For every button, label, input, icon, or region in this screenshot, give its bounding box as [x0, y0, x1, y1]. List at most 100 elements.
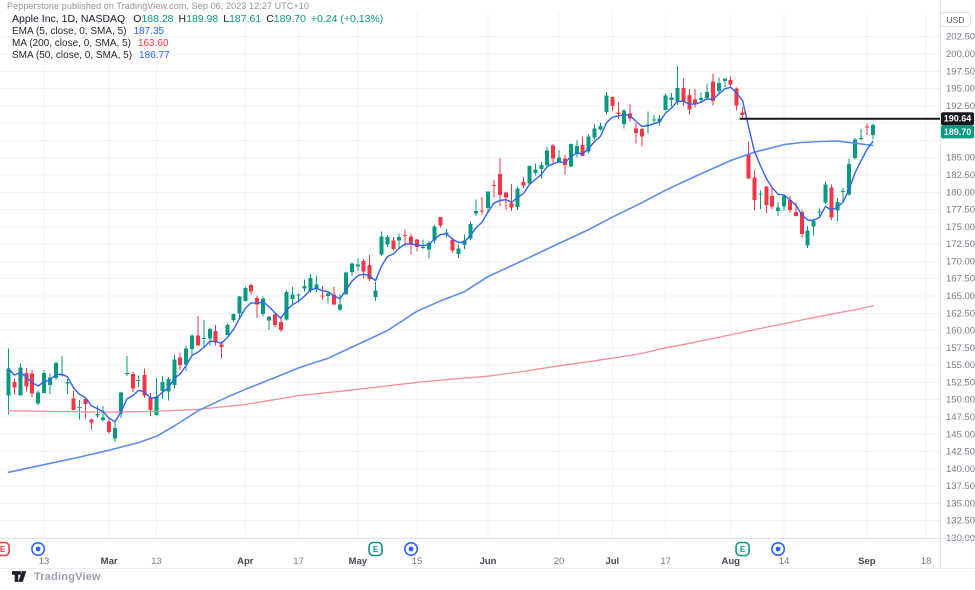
candle [361, 260, 366, 272]
price-axis-label: 180.00 [946, 187, 975, 198]
earnings-icon[interactable]: E [368, 541, 383, 557]
candle [639, 128, 644, 137]
candle [574, 146, 579, 154]
candle [740, 112, 745, 116]
candle [486, 191, 491, 209]
candle [302, 285, 307, 289]
candle [491, 185, 496, 187]
candle [533, 169, 538, 173]
candle [414, 239, 419, 248]
candle [539, 164, 544, 169]
candle [545, 150, 550, 165]
candle [130, 374, 135, 389]
candle [47, 377, 52, 386]
earnings-icon[interactable]: E [735, 541, 750, 557]
candle [172, 359, 177, 385]
legend-indicator-ema5[interactable]: EMA (5, close, 0, SMA, 5) 187.35 [12, 26, 165, 37]
price-axis-label: 152.50 [946, 377, 975, 388]
ema5-line[interactable] [7, 86, 874, 423]
candle [675, 87, 680, 102]
ma200-line[interactable] [7, 305, 874, 413]
time-axis-label: 13 [151, 556, 162, 567]
tradingview-logo[interactable]: TradingView [12, 570, 101, 583]
price-axis-label: 177.50 [946, 205, 975, 216]
legend-indicator-ma200[interactable]: MA (200, close, 0, SMA, 5) 163.60 [12, 38, 169, 49]
ohlc-high: H189.98 [178, 13, 219, 25]
candle [681, 87, 686, 102]
candle [456, 248, 461, 254]
dividend-icon[interactable] [404, 541, 419, 556]
candle [355, 264, 360, 267]
candle [634, 128, 639, 133]
candle [207, 328, 212, 339]
candle [551, 145, 556, 159]
price-axis-label: 135.00 [946, 498, 975, 509]
earnings-letter: E [0, 545, 6, 554]
candle [663, 95, 668, 111]
time-axis-label: Jul [605, 556, 619, 567]
candle [201, 337, 206, 339]
candle [77, 407, 82, 409]
last-price-label-text: 189.70 [944, 127, 972, 137]
candle [89, 419, 94, 423]
price-axis-label: 172.50 [946, 239, 975, 250]
candle [296, 294, 301, 296]
earnings-letter: E [740, 545, 746, 554]
currency-selector[interactable]: USD [940, 12, 971, 27]
dividend-icon[interactable] [31, 541, 46, 556]
price-line-label-text: 190.64 [944, 114, 972, 124]
candlestick-series[interactable] [6, 66, 875, 442]
time-axis-panel[interactable]: 13 Mar 13 Apr 17 May 15 Jun 20 Jul 17 Aug 14 Sep 18 [39, 556, 932, 567]
candle [154, 396, 159, 415]
candle [231, 314, 236, 320]
candle [604, 95, 609, 112]
price-axis-label: 170.00 [946, 256, 975, 267]
candle [823, 184, 828, 203]
dividend-icon[interactable] [771, 541, 786, 556]
time-axis-label: 13 [39, 556, 50, 567]
time-axis-label: Mar [101, 556, 118, 567]
earnings-icon[interactable]: E [0, 541, 10, 557]
candle [657, 118, 662, 122]
last-price-label [941, 125, 974, 139]
legend-symbol-row[interactable]: Apple Inc, 1D, NASDAQ O188.28 H189.98 L1… [12, 13, 383, 26]
price-axis-label: 137.50 [946, 481, 975, 492]
time-axis-label: 17 [293, 556, 304, 567]
candle [255, 297, 260, 305]
candle [403, 234, 408, 236]
candle [705, 92, 710, 98]
candle [24, 372, 29, 387]
price-axis-label: 132.50 [946, 516, 975, 527]
candle [213, 330, 218, 343]
candle [527, 166, 532, 184]
candle [817, 211, 822, 213]
price-axis-label: 167.50 [946, 274, 975, 285]
candle [284, 292, 289, 320]
candle [841, 190, 846, 192]
candle [320, 295, 325, 297]
legend-indicator-sma50[interactable]: SMA (50, close, 0, SMA, 5) 186.77 [12, 50, 170, 61]
price-axis-label: 200.00 [946, 49, 975, 60]
price-axis-label: 155.00 [946, 360, 975, 371]
sma50-line[interactable] [7, 140, 874, 474]
candle [420, 247, 425, 249]
dividend-dot [775, 546, 781, 552]
time-axis-label: Jun [480, 556, 497, 567]
candle [811, 221, 816, 227]
price-line-label [941, 112, 974, 126]
time-axis-label: Apr [237, 556, 254, 567]
candle [237, 296, 242, 314]
candle [503, 192, 508, 198]
candle [734, 88, 739, 106]
candle [290, 294, 295, 299]
candle [409, 236, 414, 244]
legend: Apple Inc, 1D, NASDAQ O188.28 H189.98 L1… [12, 13, 383, 62]
candle [793, 212, 798, 216]
price-axis-panel[interactable] [940, 0, 975, 568]
tradingview-mark-icon [12, 571, 27, 582]
candle [142, 375, 147, 396]
candle [687, 94, 692, 110]
candle [557, 157, 562, 162]
